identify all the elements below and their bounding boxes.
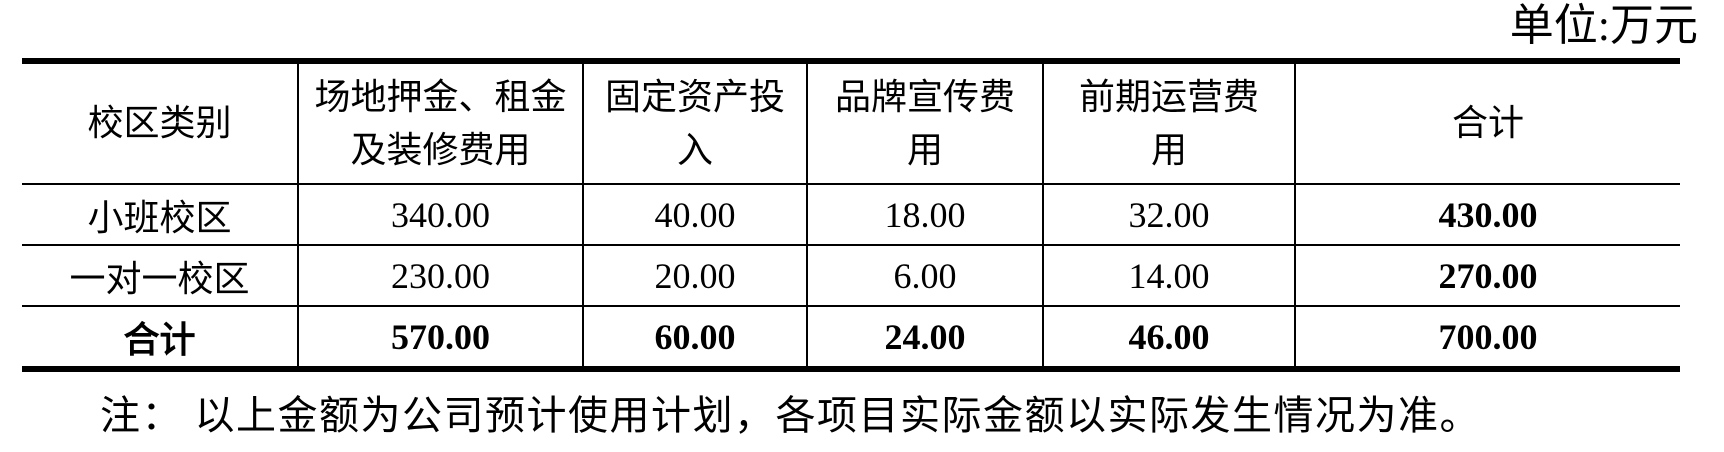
header-fixed-asset-investment: 固定资产投 入 — [582, 60, 808, 185]
cell-row-total: 270.00 — [1294, 244, 1680, 307]
cell-row-total: 430.00 — [1294, 183, 1680, 246]
table-header-row: 校区类别 场地押金、租金 及装修费用 固定资产投 入 品牌宣传费 用 前期运营费… — [22, 60, 1680, 185]
row-label: 合计 — [22, 305, 299, 370]
cell-brand: 6.00 — [806, 244, 1044, 307]
unit-label: 单位:万元 — [1509, 1, 1698, 50]
cell-deposit: 230.00 — [297, 244, 584, 307]
campus-cost-table: 校区类别 场地押金、租金 及装修费用 固定资产投 入 品牌宣传费 用 前期运营费… — [22, 58, 1680, 372]
row-label: 小班校区 — [22, 183, 299, 246]
cell-fixed-asset: 20.00 — [582, 244, 808, 307]
cell-operation: 46.00 — [1042, 305, 1296, 370]
table-row-small-class: 小班校区 340.00 40.00 18.00 32.00 430.00 — [22, 183, 1680, 246]
cell-deposit: 340.00 — [297, 183, 584, 246]
table-row-one-on-one: 一对一校区 230.00 20.00 6.00 14.00 270.00 — [22, 244, 1680, 307]
cell-operation: 32.00 — [1042, 183, 1296, 246]
row-label: 一对一校区 — [22, 244, 299, 307]
header-total: 合计 — [1294, 60, 1680, 185]
header-early-operation-fee: 前期运营费 用 — [1042, 60, 1296, 185]
footnote: 注： 以上金额为公司预计使用计划，各项目实际金额以实际发生情况为准。 — [100, 393, 1481, 438]
cell-operation: 14.00 — [1042, 244, 1296, 307]
header-deposit-rent-decoration: 场地押金、租金 及装修费用 — [297, 60, 584, 185]
header-brand-promotion-fee: 品牌宣传费 用 — [806, 60, 1044, 185]
cell-fixed-asset: 40.00 — [582, 183, 808, 246]
cell-row-total: 700.00 — [1294, 305, 1680, 370]
cell-deposit: 570.00 — [297, 305, 584, 370]
table-row-total: 合计 570.00 60.00 24.00 46.00 700.00 — [22, 305, 1680, 370]
header-campus-type: 校区类别 — [22, 60, 299, 185]
cell-brand: 24.00 — [806, 305, 1044, 370]
cell-fixed-asset: 60.00 — [582, 305, 808, 370]
cell-brand: 18.00 — [806, 183, 1044, 246]
